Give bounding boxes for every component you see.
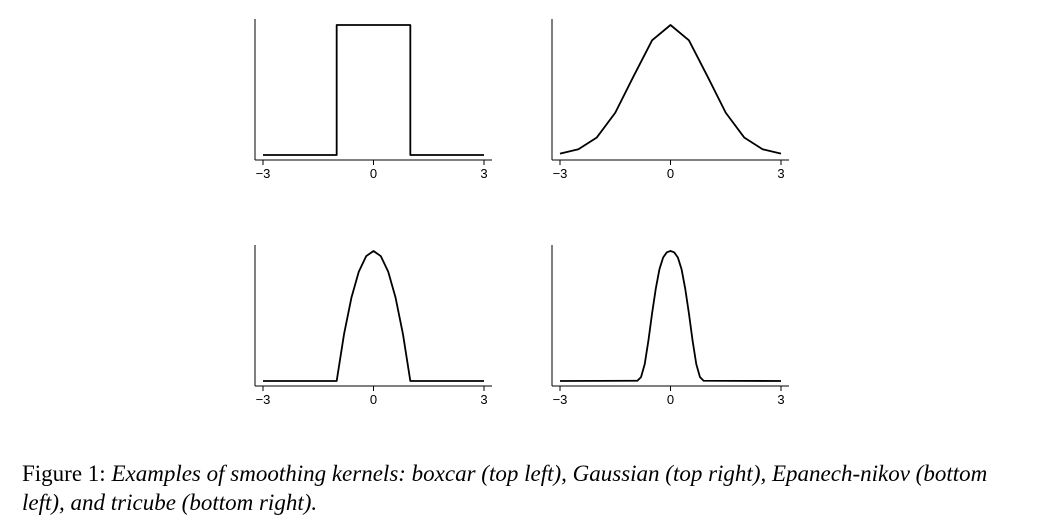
x-tick-label: 0	[667, 392, 674, 407]
kernel-curve-gaussian	[559, 24, 782, 155]
kernel-figure: −3 0 3 −3 0 3 −3 0 3 −3 0 3	[254, 19, 789, 407]
x-tick-label: 0	[370, 392, 377, 407]
x-tick-label: 3	[777, 166, 784, 181]
kernel-curve-epanechnikov	[263, 250, 484, 382]
caption-text: Examples of smoothing kernels: boxcar (t…	[22, 461, 988, 515]
panel-tricube: −3 0 3	[551, 245, 789, 407]
panel-gaussian: −3 0 3	[551, 19, 789, 181]
x-tick-label: 3	[777, 392, 784, 407]
panel-boxcar: −3 0 3	[254, 19, 492, 181]
kernel-curve-boxcar	[263, 24, 484, 156]
x-tick-label: 0	[667, 166, 674, 181]
figure-caption: Figure 1: Examples of smoothing kernels:…	[22, 459, 1022, 517]
x-tick-label: 0	[370, 166, 377, 181]
kernel-curve-tricube	[559, 250, 782, 382]
x-tick-label: −3	[256, 392, 271, 407]
x-tick-label: 3	[480, 166, 487, 181]
x-tick-label: −3	[256, 166, 271, 181]
caption-lead: Figure 1:	[22, 461, 112, 486]
panel-epanechnikov: −3 0 3	[254, 245, 492, 407]
x-tick-label: 3	[480, 392, 487, 407]
x-tick-label: −3	[553, 392, 568, 407]
x-tick-label: −3	[553, 166, 568, 181]
